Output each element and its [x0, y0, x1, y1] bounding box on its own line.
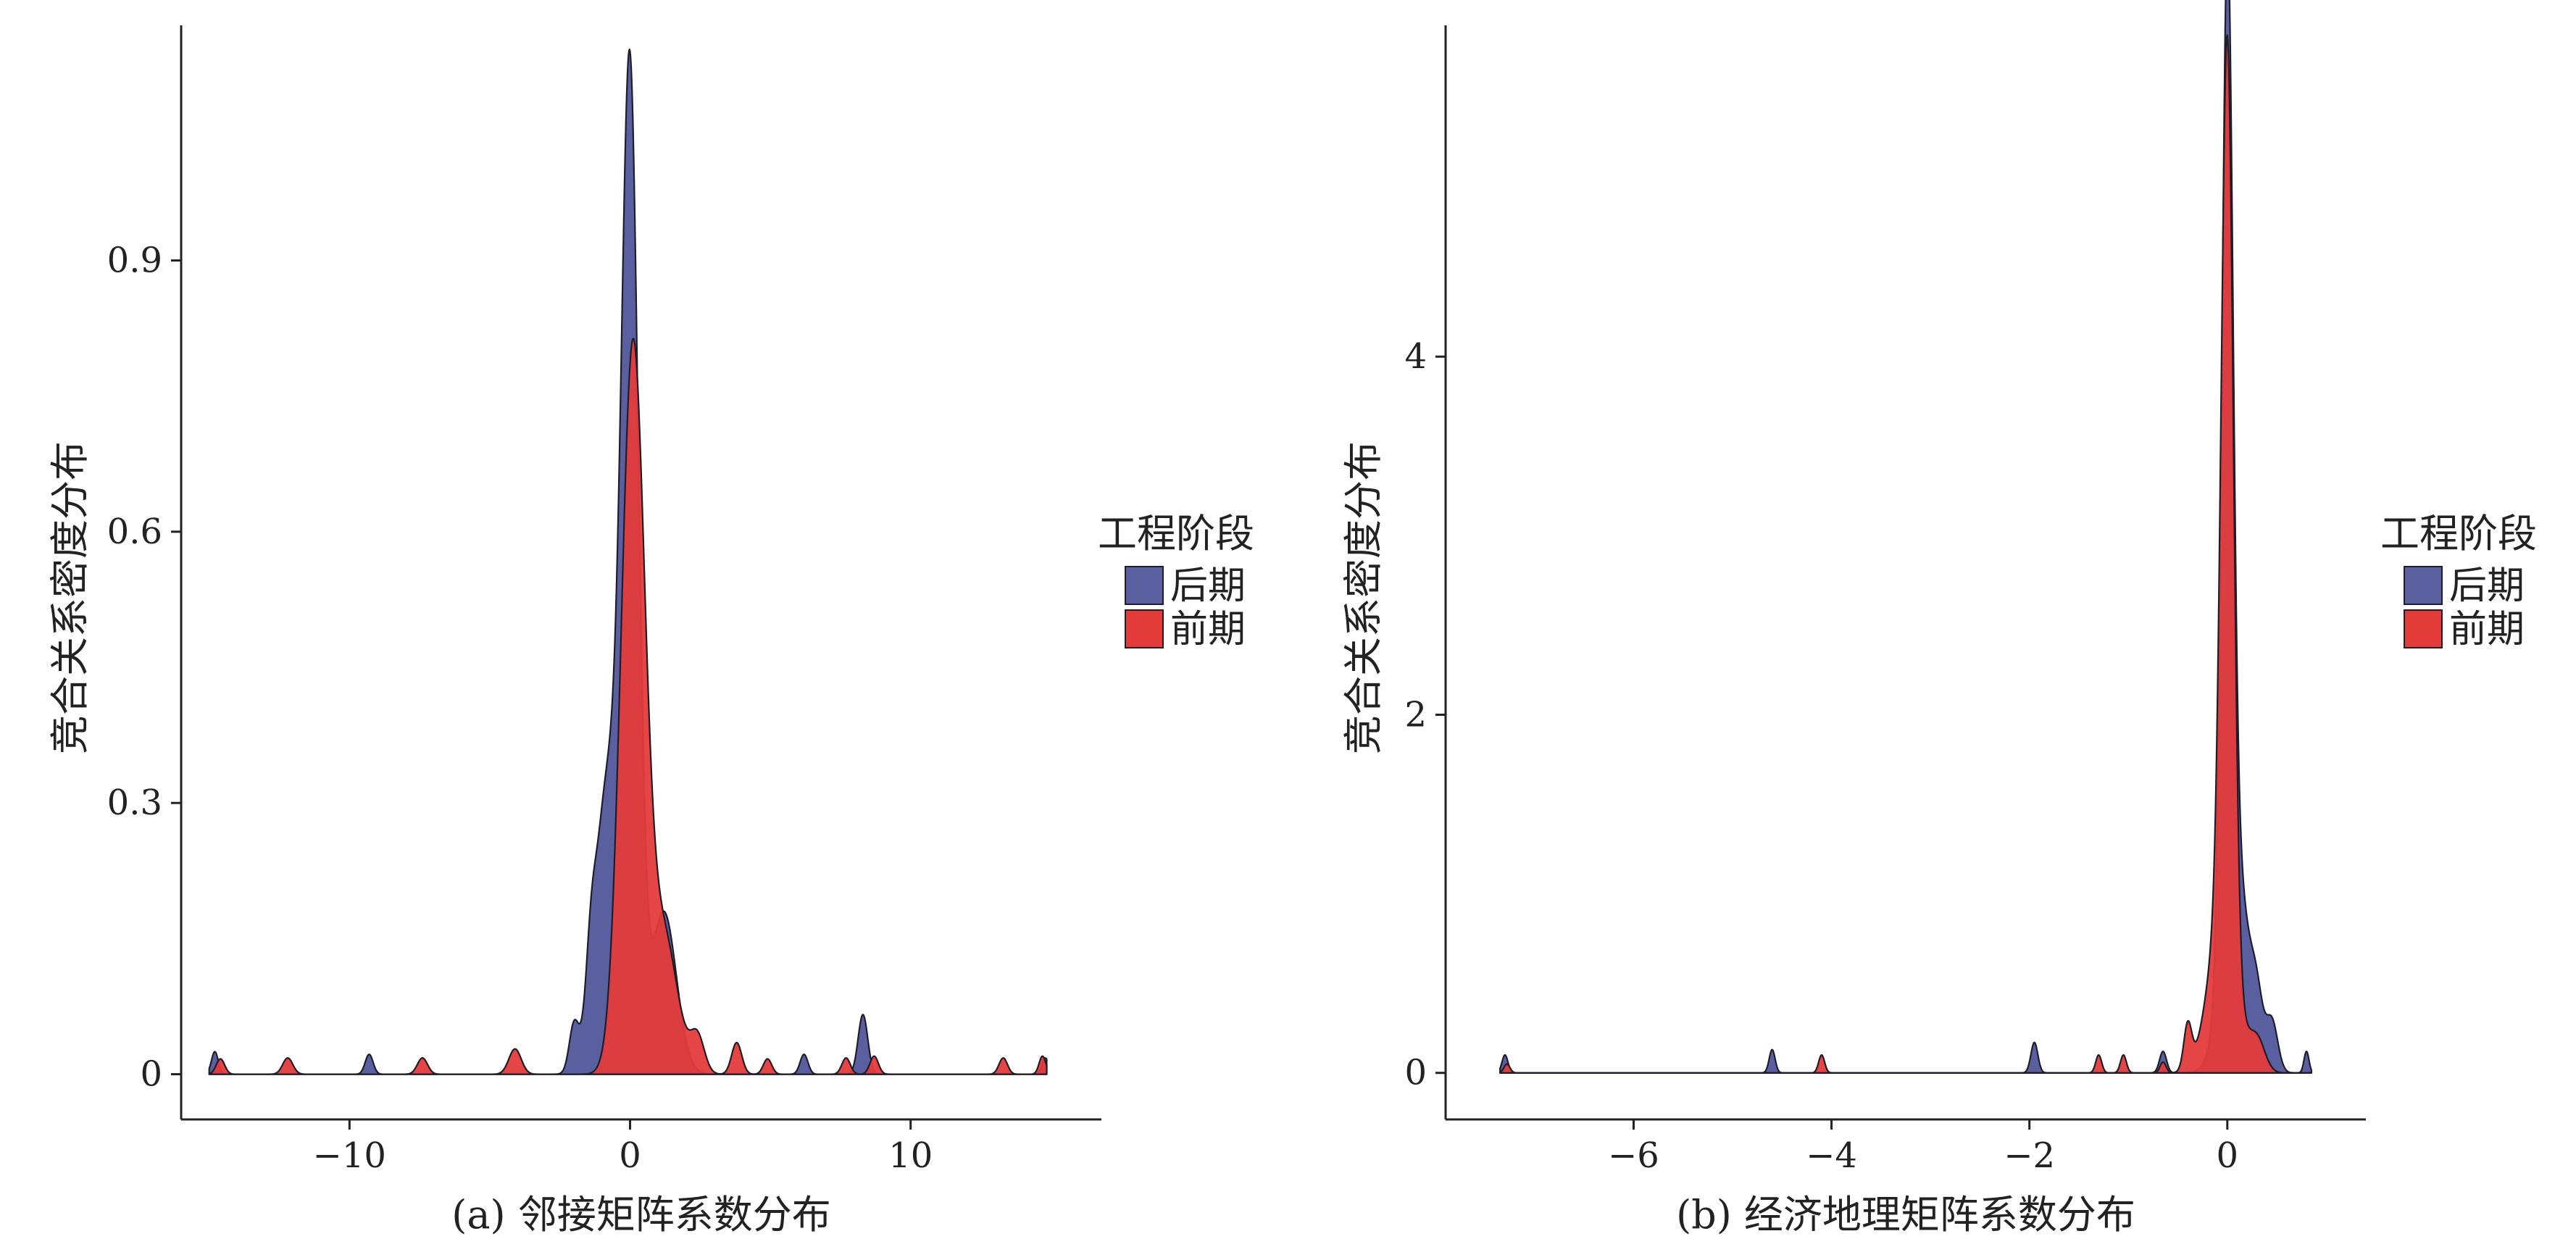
- legend-swatch-early: [1125, 609, 1164, 648]
- x-tick-label: 0: [619, 1135, 641, 1176]
- chart-panel-0: 0 0.3 0.6 0.9 −10 0 10 (a) 邻接矩阵系数分布 竞合关系密度分布 工程阶段…: [47, 25, 1254, 1238]
- y-tick-label: 0.9: [107, 240, 162, 280]
- density-area-early: [208, 338, 1048, 1075]
- legend-title: 工程阶段: [2380, 511, 2537, 556]
- x-tick-label: −4: [1806, 1135, 1857, 1176]
- x-axis-title: (b) 经济地理矩阵系数分布: [1676, 1192, 2135, 1238]
- y-tick-label: 0: [140, 1054, 162, 1095]
- legend-label-late: 后期: [2449, 564, 2525, 608]
- density-area-early: [1499, 34, 2312, 1074]
- y-axis-title: 竞合关系密度分布: [47, 441, 93, 754]
- x-tick-label: −10: [313, 1135, 386, 1176]
- y-tick-label: 2: [1404, 694, 1427, 735]
- legend-swatch-late: [1125, 566, 1164, 605]
- y-tick-label: 4: [1404, 336, 1427, 377]
- y-tick-label: 0.6: [107, 512, 162, 552]
- x-tick-label: −6: [1608, 1135, 1659, 1176]
- y-tick-label: 0: [1404, 1053, 1427, 1093]
- x-tick-label: 0: [2217, 1135, 2239, 1176]
- y-axis-title: 竞合关系密度分布: [1341, 441, 1386, 754]
- legend-swatch-late: [2404, 566, 2443, 605]
- legend-swatch-early: [2404, 609, 2443, 648]
- x-axis-title: (a) 邻接矩阵系数分布: [451, 1192, 831, 1238]
- legend-label-early: 前期: [2449, 608, 2525, 651]
- legend-label-late: 后期: [1170, 564, 1246, 608]
- legend-label-early: 前期: [1170, 608, 1246, 651]
- legend-title: 工程阶段: [1098, 511, 1254, 556]
- x-tick-label: −2: [2004, 1135, 2055, 1176]
- x-tick-label: 10: [888, 1135, 933, 1176]
- y-tick-label: 0.3: [107, 783, 162, 823]
